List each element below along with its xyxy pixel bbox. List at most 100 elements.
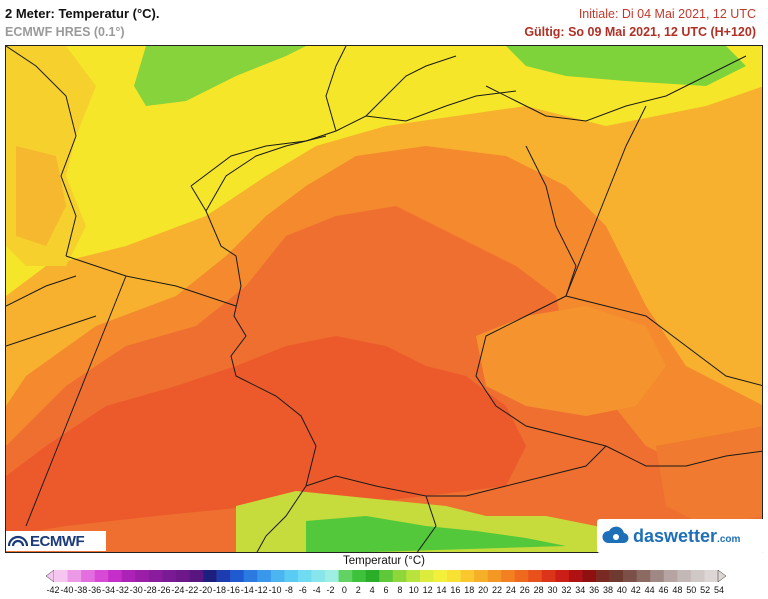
legend-swatch [108,570,123,582]
daswetter-logo-text: daswetter.com [633,525,741,546]
legend-swatch [148,570,163,582]
temperature-map[interactable] [5,45,763,553]
legend-label: 20 [478,585,489,595]
legend-label: -38 [74,585,88,595]
legend-label: 0 [341,585,347,595]
legend-swatch [325,570,339,582]
legend-swatch [94,570,109,582]
legend-label: 26 [519,585,530,595]
legend-swatch [216,570,231,582]
legend-label: 8 [397,585,403,595]
legend-label: -28 [143,585,157,595]
coastlines [6,46,747,347]
zone-uk-south [16,146,66,246]
ecmwf-logo-text: ECMWF [30,532,85,550]
legend-label: 10 [408,585,419,595]
legend-label: 14 [436,585,447,595]
legend-swatch [365,570,380,582]
legend-labels: -42 -40 -38 -36 -34 -32 -30 -28 -26 -24 -22 -20 -18-… [46,585,724,597]
legend-label: 44 [644,585,655,595]
legend-swatch [406,570,421,582]
valid-time: Gültig: So 09 Mai 2021, 12 UTC (H+120) [524,25,756,39]
legend-swatch [460,570,475,582]
map-title: 2 Meter: Temperatur (°C). [5,6,160,21]
legend-label: 30 [547,585,558,595]
legend-label: 52 [700,585,711,595]
legend-swatch [135,570,150,582]
country-borders [6,90,762,552]
legend-label: 48 [672,585,683,595]
legend-swatch [514,570,529,582]
init-time: Initiale: Di 04 Mai 2021, 12 UTC [578,7,756,21]
legend-label: 40 [616,585,627,595]
legend-swatch [419,570,434,582]
legend-label: -12 [254,585,268,595]
legend-label: -40 [60,585,74,595]
legend-label: 2 [355,585,361,595]
temperature-map-svg [6,46,762,552]
legend-swatch [487,570,502,582]
legend-swatch [392,570,407,582]
legend-label: -18 [212,585,227,595]
legend-label: 46 [658,585,669,595]
legend-label: -22 [185,585,199,595]
legend-swatch [690,570,705,582]
legend-swatch [433,570,448,582]
legend-label: -4 [312,585,321,595]
legend-swatch [175,570,190,582]
legend-label: 12 [422,585,433,595]
legend-swatch [541,570,556,582]
legend-label: -42 [46,585,60,595]
legend-label: 6 [383,585,389,595]
legend-label: -2 [326,585,335,595]
legend-label: -26 [157,585,171,595]
legend-label: 50 [686,585,697,595]
ecmwf-logo: ECMWF [6,531,106,551]
legend-swatch [623,570,637,582]
zone-cool-north-sea [134,46,306,106]
legend-label: -14 [240,585,254,595]
legend-swatch [677,570,692,582]
legend-swatch [352,570,366,582]
legend-label: 4 [369,585,375,595]
legend-swatch [609,570,624,582]
zone-czech [476,306,666,416]
legend-label: -16 [226,585,240,595]
legend-swatch [663,570,678,582]
legend-label: 16 [450,585,461,595]
legend-swatch [54,570,68,582]
legend-swatch [338,570,353,582]
legend-swatch [474,570,488,582]
legend-swatch [636,570,651,582]
legend-label: -6 [298,585,307,595]
legend-label: 32 [561,585,572,595]
legend-swatch [582,570,597,582]
legend-arrow-right [717,570,726,582]
legend-label: -8 [284,585,293,595]
legend-swatch [81,570,95,582]
legend-label: 28 [533,585,544,595]
legend-swatch [121,570,136,582]
legend-label: -20 [199,585,213,595]
legend-swatch [379,570,394,582]
legend-swatch [257,570,272,582]
legend-label: -30 [129,585,143,595]
legend-swatch [243,570,258,582]
legend-swatch [284,570,299,582]
legend-swatch [501,570,516,582]
legend-label: 36 [589,585,600,595]
legend-swatch [189,570,204,582]
zone-hottest [6,336,526,536]
legend-swatch [67,570,82,582]
legend-label: 18 [464,585,475,595]
legend-label: -34 [101,585,116,595]
legend-swatch [162,570,177,582]
zone-southeast [656,426,762,526]
daswetter-logo[interactable]: daswetter.com [597,519,765,553]
legend-label: 38 [602,585,614,595]
model-label: ECMWF HRES (0.1°) [5,25,125,39]
ecmwf-mark-icon [8,535,28,547]
zone-cool-baltic [506,46,746,86]
legend-label: 42 [630,585,641,595]
legend-swatch [311,570,326,582]
